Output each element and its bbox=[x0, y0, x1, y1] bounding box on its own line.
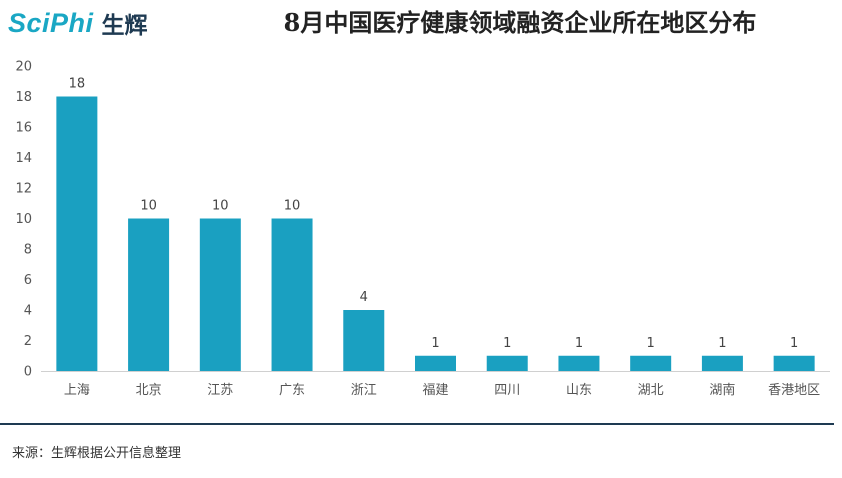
data-label: 10 bbox=[212, 199, 229, 214]
bar bbox=[343, 310, 385, 371]
footer-divider bbox=[0, 423, 834, 425]
data-label: 1 bbox=[718, 336, 726, 351]
bar bbox=[701, 355, 743, 371]
bar bbox=[558, 355, 600, 371]
data-label: 18 bbox=[69, 77, 86, 92]
y-tick-label: 18 bbox=[15, 90, 32, 105]
x-tick-label: 江苏 bbox=[207, 382, 233, 398]
data-label: 10 bbox=[140, 199, 157, 214]
data-label: 1 bbox=[431, 336, 439, 351]
bar bbox=[415, 355, 456, 371]
x-tick-label: 香港地区 bbox=[768, 383, 820, 398]
x-tick-label: 福建 bbox=[422, 383, 448, 398]
y-tick-label: 8 bbox=[24, 243, 32, 258]
y-tick-label: 20 bbox=[15, 60, 32, 75]
x-tick-label: 湖南 bbox=[709, 382, 735, 398]
chart-title: 8月中国医疗健康领域融资企业所在地区分布 bbox=[283, 8, 757, 37]
bar bbox=[128, 218, 170, 371]
x-tick-label: 上海 bbox=[64, 383, 90, 398]
source-note: 来源：生辉根据公开信息整理 bbox=[12, 446, 182, 461]
y-tick-label: 10 bbox=[15, 212, 32, 227]
bar bbox=[486, 355, 528, 371]
bar bbox=[56, 96, 98, 371]
bar bbox=[199, 218, 241, 371]
bar bbox=[630, 355, 672, 371]
bar bbox=[271, 218, 313, 371]
bar-chart: 0 2 4 6 8 10 12 14 16 18 20 18 上海 10 北京 10 江苏 10 广东 4 浙江 1 福建 1… bbox=[15, 60, 830, 398]
y-tick-label: 14 bbox=[15, 151, 32, 166]
data-label: 1 bbox=[790, 336, 798, 351]
logo-chinese-name: 生辉 bbox=[101, 12, 148, 38]
x-tick-label: 北京 bbox=[136, 383, 162, 398]
x-tick-label: 浙江 bbox=[351, 383, 377, 398]
data-label: 1 bbox=[503, 336, 511, 351]
x-tick-label: 湖北 bbox=[638, 383, 664, 398]
data-label: 10 bbox=[284, 199, 301, 214]
y-tick-label: 6 bbox=[24, 273, 32, 288]
x-tick-label: 山东 bbox=[566, 383, 592, 398]
x-tick-label: 广东 bbox=[279, 383, 305, 398]
y-tick-label: 12 bbox=[15, 182, 32, 197]
y-tick-label: 2 bbox=[24, 334, 32, 349]
data-label: 1 bbox=[575, 336, 583, 351]
logo-wordmark: SciPhi bbox=[8, 7, 94, 38]
bar bbox=[773, 355, 815, 371]
data-label: 1 bbox=[647, 336, 655, 351]
logo: SciPhi 生辉 bbox=[8, 6, 148, 40]
y-tick-label: 16 bbox=[15, 121, 32, 136]
y-tick-label: 0 bbox=[24, 365, 32, 380]
x-tick-label: 四川 bbox=[494, 383, 520, 398]
data-label: 4 bbox=[360, 290, 368, 305]
y-tick-label: 4 bbox=[24, 304, 32, 319]
